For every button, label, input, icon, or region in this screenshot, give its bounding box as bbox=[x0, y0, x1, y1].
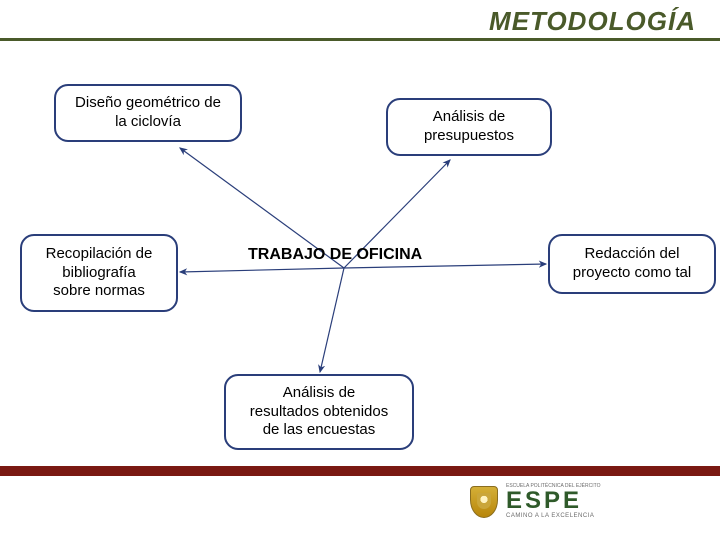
node-analisis-resultados: Análisis deresultados obtenidosde las en… bbox=[224, 374, 414, 450]
espe-main-text: ESPE bbox=[506, 489, 600, 513]
node-text: Recopilación debibliografíasobre normas bbox=[46, 245, 153, 301]
node-redaccion-proyecto: Redacción delproyecto como tal bbox=[548, 234, 716, 294]
node-recopilacion-bibliografia: Recopilación debibliografíasobre normas bbox=[20, 234, 178, 312]
node-text: Diseño geométrico dela ciclovía bbox=[75, 94, 221, 132]
node-text: Análisis depresupuestos bbox=[424, 108, 514, 146]
page-title: METODOLOGÍA bbox=[489, 6, 696, 37]
node-text: Redacción delproyecto como tal bbox=[573, 245, 691, 283]
title-underline bbox=[0, 38, 720, 41]
footer-band bbox=[0, 466, 720, 476]
node-text: Análisis deresultados obtenidosde las en… bbox=[250, 384, 388, 440]
slide: { "title": { "text": "METODOLOGÍA", "fon… bbox=[0, 0, 720, 540]
node-analisis-presupuestos: Análisis depresupuestos bbox=[386, 98, 552, 156]
center-label: TRABAJO DE OFICINA bbox=[248, 246, 422, 264]
footer-logo: ESCUELA POLITÉCNICA DEL EJÉRCITO ESPE CA… bbox=[470, 484, 600, 519]
shield-icon bbox=[470, 486, 498, 518]
espe-text-block: ESCUELA POLITÉCNICA DEL EJÉRCITO ESPE CA… bbox=[506, 484, 600, 519]
espe-sub-text: CAMINO A LA EXCELENCIA bbox=[506, 513, 600, 519]
node-diseno-geometrico: Diseño geométrico dela ciclovía bbox=[54, 84, 242, 142]
